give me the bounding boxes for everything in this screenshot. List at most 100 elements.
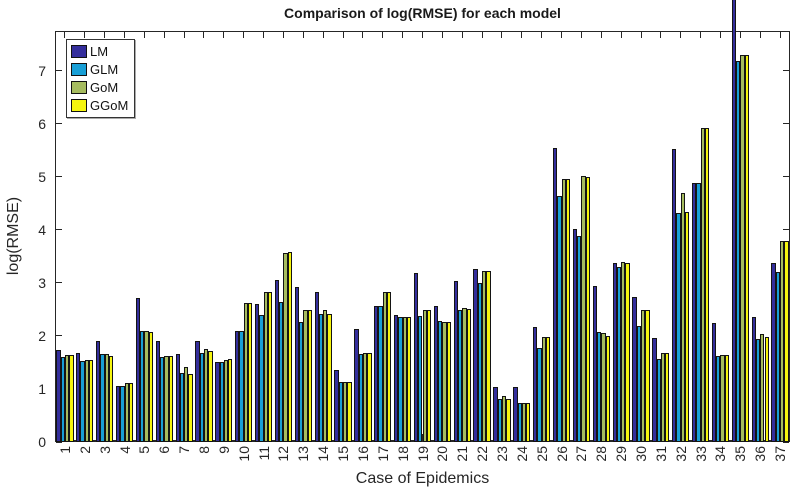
legend-swatch-GoM — [71, 81, 87, 94]
bar-GGoM-case-11 — [267, 292, 273, 442]
bar-LM-case-19 — [413, 272, 419, 442]
bar-GLM-case-25 — [537, 348, 542, 442]
bar-LM-case-23 — [493, 387, 498, 442]
bar-GoM-case-35 — [740, 55, 745, 442]
legend-label: GGoM — [90, 98, 129, 113]
bar-GoM-case-2 — [84, 359, 90, 442]
bar-GLM-case-22 — [477, 283, 483, 442]
bar-GLM-case-17 — [378, 305, 383, 442]
legend-item-GGoM: GGoM — [71, 97, 128, 114]
x-tick-label: 25 — [533, 446, 550, 462]
bar-GGoM-case-20 — [446, 321, 451, 442]
bar-GoM-case-4 — [124, 383, 129, 442]
bar-GLM-case-33 — [696, 183, 701, 442]
bar-GLM-case-5 — [140, 330, 145, 442]
x-tick-mark — [441, 32, 443, 38]
bar-GGoM-case-26 — [565, 179, 571, 442]
bar-GoM-case-25 — [541, 336, 546, 442]
y-tick-mark — [56, 176, 62, 178]
x-tick-label: 21 — [454, 446, 471, 462]
y-tick-label: 2 — [38, 327, 46, 344]
x-tick-label: 28 — [593, 446, 610, 462]
x-tick-mark — [640, 32, 642, 38]
y-tick-mark — [56, 229, 62, 231]
bar-LM-case-4 — [115, 386, 121, 442]
x-tick-mark — [660, 32, 662, 38]
bar-GLM-case-11 — [259, 314, 264, 442]
bar-LM-case-5 — [135, 297, 141, 442]
bar-GGoM-case-32 — [685, 212, 690, 442]
bar-GoM-case-19 — [422, 310, 427, 442]
bar-LM-case-10 — [235, 330, 240, 442]
bar-GoM-case-28 — [601, 332, 606, 442]
bar-LM-case-25 — [533, 327, 538, 442]
legend-item-GLM: GLM — [71, 61, 128, 78]
bar-LM-case-16 — [354, 328, 359, 442]
bar-GoM-case-12 — [283, 252, 288, 442]
bar-GoM-case-7 — [184, 367, 189, 442]
legend-swatch-GLM — [71, 63, 87, 76]
bar-LM-case-28 — [592, 286, 597, 442]
bar-GLM-case-20 — [438, 321, 443, 442]
x-tick-mark — [143, 32, 145, 38]
bar-GGoM-case-9 — [228, 359, 233, 442]
bar-GGoM-case-35 — [744, 55, 749, 442]
bar-GGoM-case-36 — [764, 336, 769, 442]
x-tick-label: 24 — [513, 446, 530, 462]
x-tick-mark — [124, 32, 126, 38]
bar-LM-case-3 — [96, 341, 101, 442]
bar-GGoM-case-17 — [387, 292, 392, 442]
bar-GGoM-case-1 — [69, 355, 74, 442]
bar-GGoM-case-34 — [724, 355, 730, 442]
bar-GGoM-case-30 — [645, 309, 650, 442]
x-tick-label: 2 — [76, 446, 93, 454]
x-tick-label: 13 — [295, 446, 312, 462]
bar-GLM-case-24 — [517, 402, 522, 442]
x-tick-label: 37 — [772, 446, 789, 462]
bar-GoM-case-33 — [700, 128, 705, 442]
x-tick-label: 11 — [255, 446, 272, 461]
bar-LM-case-1 — [56, 350, 61, 442]
bar-GGoM-case-19 — [426, 310, 432, 442]
y-tick-label: 7 — [38, 62, 46, 79]
bar-GGoM-case-8 — [208, 351, 213, 442]
bar-GGoM-case-5 — [148, 332, 153, 442]
x-tick-label: 27 — [573, 446, 590, 462]
x-tick-label: 15 — [335, 446, 352, 462]
x-tick-mark — [243, 32, 245, 38]
bar-GGoM-case-14 — [327, 313, 332, 442]
x-tick-mark — [183, 32, 185, 38]
bar-GGoM-case-23 — [506, 399, 511, 442]
bar-GLM-case-21 — [457, 310, 463, 442]
y-tick-mark — [56, 441, 62, 443]
bar-GoM-case-24 — [521, 402, 527, 442]
bar-GoM-case-6 — [164, 356, 169, 442]
y-tick-label: 6 — [38, 115, 46, 132]
x-tick-label: 17 — [374, 446, 391, 462]
x-tick-mark — [263, 32, 265, 38]
bar-GoM-case-32 — [680, 192, 686, 442]
x-tick-mark — [620, 32, 622, 38]
bar-GLM-case-10 — [239, 331, 244, 442]
bar-GoM-case-13 — [303, 310, 308, 442]
x-tick-mark — [739, 32, 741, 38]
x-tick-mark — [223, 32, 225, 38]
y-tick-mark — [783, 70, 789, 72]
x-tick-label: 29 — [613, 446, 630, 462]
x-tick-label: 10 — [235, 446, 252, 462]
bar-GGoM-case-21 — [466, 308, 471, 442]
bars-layer — [55, 0, 790, 442]
x-tick-label: 8 — [195, 446, 212, 454]
bar-GLM-case-3 — [100, 354, 105, 442]
x-tick-mark — [203, 32, 205, 38]
x-tick-mark — [302, 32, 304, 38]
x-tick-mark — [700, 32, 702, 38]
bar-GLM-case-12 — [279, 301, 284, 442]
bar-GLM-case-31 — [656, 358, 661, 442]
bar-LM-case-29 — [612, 262, 617, 442]
bar-GLM-case-23 — [497, 399, 502, 442]
bar-GoM-case-8 — [203, 348, 209, 442]
bar-GoM-case-29 — [621, 261, 626, 442]
x-tick-label: 20 — [434, 446, 451, 462]
bar-LM-case-36 — [751, 317, 756, 442]
